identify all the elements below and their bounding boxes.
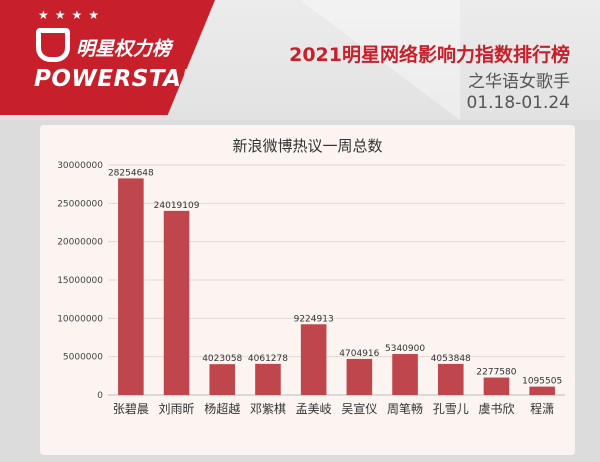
y-tick-label: 30000000 (57, 161, 103, 171)
x-tick-label: 孟美岐 (296, 402, 332, 416)
y-tick-label: 20000000 (57, 238, 103, 248)
bar (483, 377, 510, 395)
logo-chinese-text: 明星权力榜 (76, 38, 172, 60)
bar (392, 354, 418, 395)
data-label: 24019109 (154, 201, 200, 211)
bar (346, 358, 373, 395)
header-decoration (300, 0, 460, 120)
y-tick-label: 5000000 (63, 353, 103, 363)
x-tick-label: 程潇 (530, 401, 554, 416)
logo-english-text: POWERSTAR (34, 66, 200, 92)
data-label: 4704916 (339, 349, 379, 359)
y-tick-label: 15000000 (57, 276, 103, 286)
data-label: 9224913 (294, 314, 334, 324)
x-tick-label: 刘雨昕 (159, 402, 195, 416)
data-label: 5340900 (385, 344, 425, 354)
bar (300, 324, 327, 395)
data-label: 4053848 (431, 354, 471, 364)
data-label: 2277580 (476, 368, 516, 378)
logo-stars: ★★★★ (38, 8, 106, 22)
bar-chart: 0 5000000 10000000 15000000 20000000 25000000… (57, 161, 565, 416)
page-subtitle: 之华语女歌手 (468, 72, 570, 92)
data-label: 4023058 (202, 354, 242, 364)
x-tick-label: 吴宣仪 (341, 401, 377, 416)
x-tick-label: 邓紫棋 (250, 402, 286, 416)
chart-panel: 新浪微博热议一周总数 0 5000000 10000000 15000000 20000… (40, 125, 575, 455)
y-tick-label: 10000000 (57, 314, 103, 324)
data-label: 1095505 (522, 377, 562, 387)
logo-mark-icon (36, 28, 70, 62)
y-tick-label: 0 (97, 391, 103, 401)
chart-title: 新浪微博热议一周总数 (232, 137, 383, 155)
bar (163, 210, 190, 395)
bar (118, 178, 144, 395)
x-tick-label: 孔雪儿 (433, 402, 469, 416)
page-title: 2021明星网络影响力指数排行榜 (289, 44, 570, 66)
bar (529, 386, 555, 395)
x-tick-label: 虞书欣 (478, 402, 514, 416)
x-tick-label: 张碧晨 (113, 402, 149, 416)
x-tick-label: 杨超越 (204, 401, 240, 416)
data-label: 28254648 (108, 168, 154, 178)
bar (437, 363, 464, 395)
y-tick-label: 25000000 (57, 199, 103, 209)
data-label: 4061278 (248, 354, 288, 364)
x-tick-label: 周笔畅 (387, 401, 423, 416)
bar (255, 363, 281, 395)
date-range: 01.18-01.24 (466, 93, 570, 113)
bar (209, 364, 236, 395)
